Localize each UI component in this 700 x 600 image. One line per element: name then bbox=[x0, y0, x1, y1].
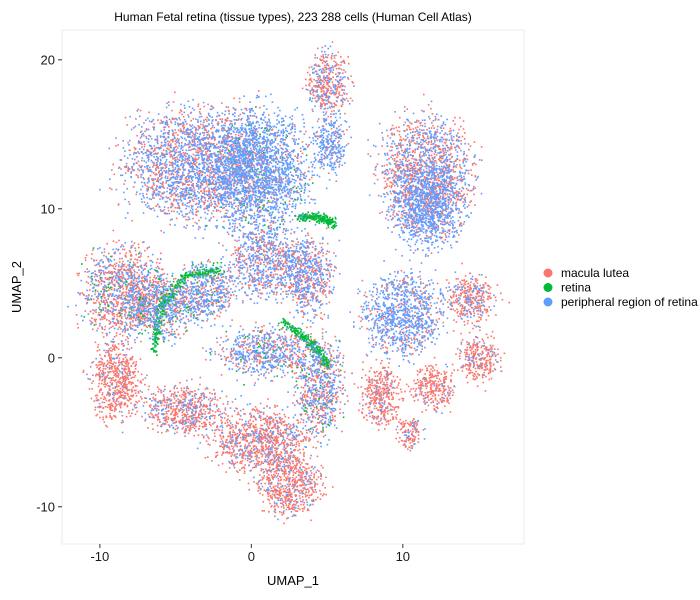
y-tick-label: 20 bbox=[41, 52, 55, 67]
legend-key-2 bbox=[543, 283, 553, 292]
x-axis-label: UMAP_1 bbox=[267, 573, 319, 588]
legend-key-1 bbox=[543, 268, 553, 278]
y-tick-label: -10 bbox=[36, 499, 55, 514]
legend-key-3 bbox=[543, 297, 553, 307]
y-tick-label: 10 bbox=[41, 201, 55, 216]
y-axis-label: UMAP_2 bbox=[9, 261, 24, 313]
x-tick-label: 0 bbox=[248, 549, 255, 564]
legend-label-1: macula lutea bbox=[561, 266, 629, 280]
x-tick-label: -10 bbox=[90, 549, 109, 564]
legend-label-2: retina bbox=[561, 281, 591, 295]
axes-layer: -10 0 10 -10 0 10 20 bbox=[36, 52, 410, 564]
y-tick-label: 0 bbox=[48, 350, 55, 365]
series-3-points bbox=[67, 45, 498, 521]
chart-title: Human Fetal retina (tissue types), 223 2… bbox=[114, 10, 472, 24]
x-tick-label: 10 bbox=[396, 549, 410, 564]
points-layer bbox=[67, 41, 511, 525]
legend-label-3: peripheral region of retina bbox=[561, 295, 698, 309]
